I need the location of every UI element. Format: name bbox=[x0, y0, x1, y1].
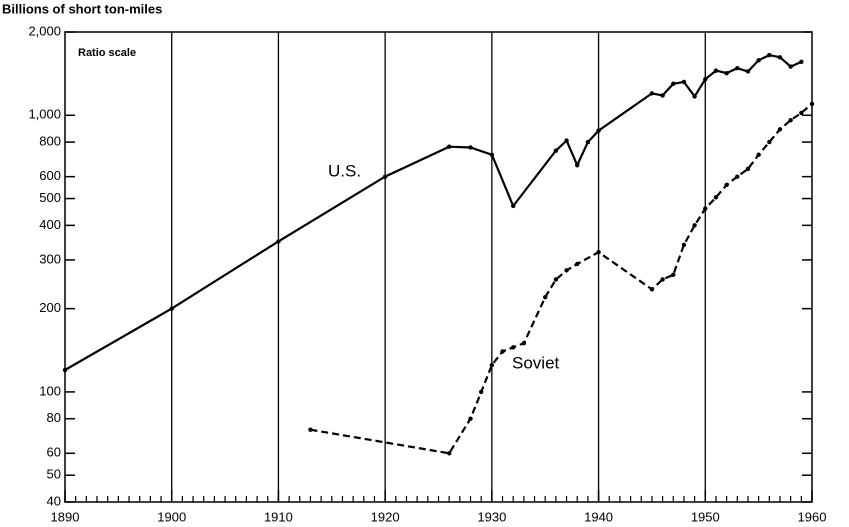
data-point bbox=[660, 93, 665, 98]
y-tick-label: 500 bbox=[39, 190, 61, 205]
data-point bbox=[511, 203, 516, 209]
data-point bbox=[62, 367, 68, 373]
data-point bbox=[777, 55, 783, 60]
y-tick-label: 300 bbox=[39, 251, 61, 266]
y-tick-label: 600 bbox=[39, 168, 61, 183]
x-tick-label: 1910 bbox=[264, 509, 293, 524]
data-point bbox=[585, 139, 591, 145]
data-point bbox=[745, 69, 751, 74]
x-tick-label: 1960 bbox=[798, 509, 827, 524]
data-point bbox=[671, 272, 676, 278]
annotation: Ratio scale bbox=[78, 47, 136, 59]
plot-frame bbox=[64, 31, 813, 503]
series-line bbox=[64, 53, 802, 371]
data-point bbox=[276, 239, 281, 244]
data-point bbox=[553, 148, 559, 153]
y-tick-label: 800 bbox=[39, 134, 61, 149]
data-point bbox=[799, 59, 804, 65]
data-point bbox=[575, 162, 580, 168]
data-point bbox=[478, 389, 484, 395]
x-tick-label: 1900 bbox=[157, 509, 186, 524]
y-tick-label: 50 bbox=[47, 467, 61, 482]
x-tick-label: 1930 bbox=[477, 509, 506, 524]
y-tick-label: 200 bbox=[39, 300, 61, 315]
data-point bbox=[799, 110, 804, 116]
y-tick-label: 1,000 bbox=[28, 107, 61, 122]
y-tick-label: 2,000 bbox=[28, 23, 61, 38]
series-label: Soviet bbox=[512, 353, 560, 372]
data-point bbox=[543, 294, 548, 300]
data-point bbox=[564, 268, 569, 273]
data-point bbox=[681, 79, 687, 85]
data-point bbox=[596, 249, 601, 255]
data-point bbox=[767, 52, 772, 58]
data-point bbox=[169, 306, 174, 311]
series-label: U.S. bbox=[328, 161, 361, 180]
data-point bbox=[767, 139, 772, 145]
data-point bbox=[756, 58, 761, 63]
data-point bbox=[382, 174, 388, 179]
x-tick-label: 1920 bbox=[371, 509, 400, 524]
data-point bbox=[671, 81, 676, 86]
data-point bbox=[681, 242, 687, 248]
y-tick-label: 80 bbox=[47, 410, 61, 425]
x-tick-label: 1940 bbox=[584, 509, 613, 524]
data-point bbox=[788, 64, 793, 69]
y-axis-label: Billions of short ton-miles bbox=[2, 1, 162, 16]
data-point bbox=[575, 261, 580, 267]
x-tick-label: 1950 bbox=[691, 509, 720, 524]
data-point bbox=[489, 362, 495, 368]
y-tick-label: 40 bbox=[47, 493, 61, 508]
data-point bbox=[788, 117, 793, 123]
data-point bbox=[692, 223, 697, 228]
data-point bbox=[713, 195, 719, 200]
data-point bbox=[511, 345, 516, 350]
data-point bbox=[468, 145, 473, 150]
y-tick-label: 60 bbox=[47, 445, 61, 460]
data-point bbox=[564, 138, 569, 143]
data-point bbox=[713, 68, 719, 73]
data-point bbox=[703, 206, 708, 211]
data-point bbox=[660, 277, 665, 282]
data-point bbox=[703, 77, 708, 82]
data-point bbox=[724, 70, 729, 76]
data-point bbox=[777, 127, 783, 132]
data-point bbox=[308, 427, 313, 432]
data-point bbox=[446, 451, 452, 456]
y-tick-label: 400 bbox=[39, 217, 61, 232]
data-point bbox=[596, 128, 601, 133]
data-point bbox=[521, 341, 527, 346]
data-point bbox=[649, 287, 655, 292]
y-tick-label: 100 bbox=[39, 383, 61, 398]
data-point bbox=[489, 152, 495, 157]
data-point bbox=[745, 166, 751, 172]
x-tick-label: 1890 bbox=[51, 509, 80, 524]
data-point bbox=[692, 94, 697, 99]
data-point bbox=[735, 174, 740, 179]
data-point bbox=[468, 416, 473, 421]
data-point bbox=[809, 101, 815, 107]
data-point bbox=[756, 152, 761, 157]
data-point bbox=[446, 144, 452, 149]
data-point bbox=[649, 91, 655, 96]
data-point bbox=[553, 277, 559, 282]
data-point bbox=[724, 182, 729, 188]
data-point bbox=[500, 349, 505, 354]
data-point bbox=[735, 65, 740, 71]
